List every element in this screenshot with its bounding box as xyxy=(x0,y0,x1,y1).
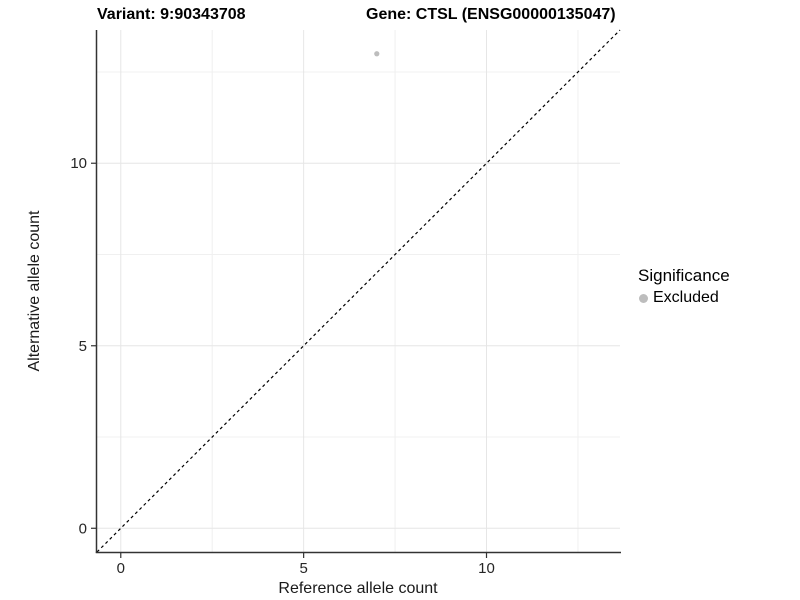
legend-title: Significance xyxy=(638,266,730,285)
y-tick-label: 5 xyxy=(79,338,87,355)
data-point xyxy=(374,51,380,57)
y-axis-title: Alternative allele count xyxy=(26,210,43,372)
y-tick-label: 10 xyxy=(70,155,87,172)
gene-title: Gene: CTSL (ENSG00000135047) xyxy=(366,6,616,23)
x-axis-title: Reference allele count xyxy=(278,580,438,597)
x-tick-label: 5 xyxy=(299,560,307,577)
identity-line xyxy=(96,29,621,553)
legend-item-label: Excluded xyxy=(653,289,719,306)
y-tick-label: 0 xyxy=(79,520,87,537)
variant-title: Variant: 9:90343708 xyxy=(97,6,246,23)
x-tick-label: 10 xyxy=(478,560,495,577)
x-tick-label: 0 xyxy=(117,560,125,577)
legend: Significance Excluded xyxy=(636,266,730,307)
excluded-point-swatch xyxy=(639,293,648,303)
legend-item-excluded: Excluded xyxy=(636,289,730,307)
